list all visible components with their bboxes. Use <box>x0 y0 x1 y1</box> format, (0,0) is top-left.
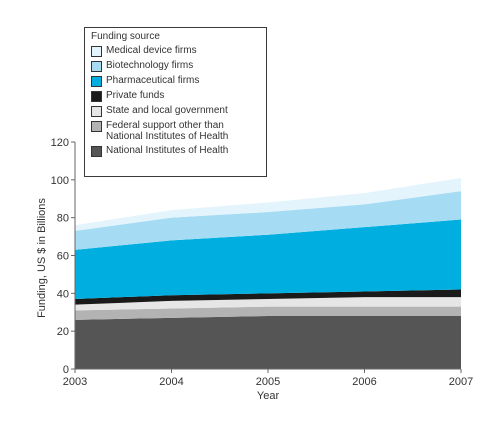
y-tick-label: 40 <box>57 288 69 300</box>
y-tick-label: 0 <box>63 364 69 376</box>
legend-swatch <box>91 76 102 87</box>
legend-item: Private funds <box>91 90 260 102</box>
y-axis-label: Funding, US $ in Billions <box>36 198 48 318</box>
y-tick-label: 20 <box>57 326 69 338</box>
legend-label: Biotechnology firms <box>106 60 194 71</box>
area-series-2 <box>75 297 461 311</box>
legend-swatch <box>91 91 102 102</box>
x-tick-label: 2003 <box>63 376 87 388</box>
area-series-3 <box>75 289 461 305</box>
legend-label: Medical device firms <box>106 45 197 56</box>
legend-item: Medical device firms <box>91 45 260 57</box>
legend-label: National Institutes of Health <box>106 145 229 156</box>
area-series-0 <box>75 316 461 369</box>
ticks: 0 20 40 60 80 100 120 2003 2004 2005 2006 2007 <box>51 137 474 388</box>
legend-item: Biotechnology firms <box>91 60 260 72</box>
area-series-5 <box>75 191 461 250</box>
x-tick-label: 2005 <box>256 376 280 388</box>
y-tick-label: 120 <box>51 137 69 149</box>
x-tick-label: 2004 <box>159 376 183 388</box>
stacked-areas <box>75 177 461 369</box>
area-series-1 <box>75 306 461 320</box>
legend-item: Pharmaceutical firms <box>91 75 260 87</box>
x-tick-label: 2007 <box>449 376 473 388</box>
legend-swatch <box>91 146 102 157</box>
legend-swatch <box>91 46 102 57</box>
x-axis-label: Year <box>257 390 280 402</box>
legend-swatch <box>91 106 102 117</box>
legend-title: Funding source <box>91 31 160 42</box>
legend-label: Pharmaceutical firms <box>106 75 200 86</box>
legend-label: Private funds <box>106 90 165 101</box>
legend-items: Medical device firms Biotechnology firms P… <box>91 45 260 157</box>
y-tick-label: 100 <box>51 175 69 187</box>
legend-swatch <box>91 61 102 72</box>
y-tick-label: 80 <box>57 213 69 225</box>
legend-label: State and local government <box>106 105 228 116</box>
area-series-6 <box>75 177 461 231</box>
x-tick-label: 2006 <box>352 376 376 388</box>
area-series-4 <box>75 219 461 300</box>
y-tick-label: 60 <box>57 251 69 263</box>
legend-label: Federal support other than National Insti… <box>106 120 229 142</box>
legend-item: Federal support other than National Insti… <box>91 120 260 142</box>
legend: Funding source Medical device firms Biote… <box>84 27 267 177</box>
legend-swatch <box>91 121 102 132</box>
legend-item: State and local government <box>91 105 260 117</box>
legend-item: National Institutes of Health <box>91 145 260 157</box>
